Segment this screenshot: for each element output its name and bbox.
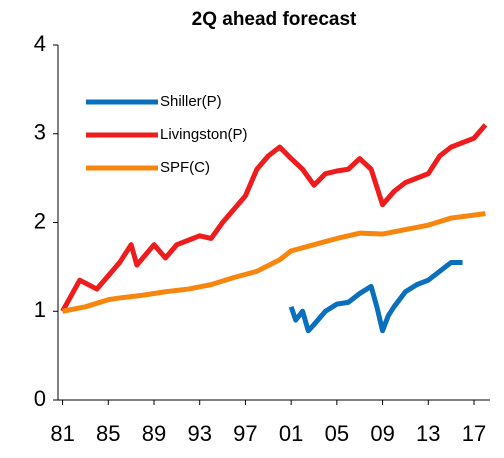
x-tick-label: 85	[96, 421, 120, 446]
y-tick-label: 2	[34, 208, 46, 233]
x-tick-label: 13	[416, 421, 440, 446]
x-tick-label: 93	[187, 421, 211, 446]
legend-label: Livingston(P)	[160, 126, 248, 143]
series-line	[62, 211, 486, 314]
legend-label: SPF(C)	[160, 159, 210, 176]
x-tick-label: 01	[279, 421, 303, 446]
y-tick-label: 3	[34, 120, 46, 145]
x-tick-label: 17	[462, 421, 486, 446]
y-tick-label: 4	[34, 31, 46, 56]
y-tick-label: 0	[34, 386, 46, 411]
x-tick-label: 97	[233, 421, 257, 446]
x-tick-label: 09	[370, 421, 394, 446]
x-tick-label: 81	[50, 421, 74, 446]
legend-label: Shiller(P)	[160, 93, 222, 110]
chart-title: 2Q ahead forecast	[192, 9, 357, 30]
x-tick-label: 89	[142, 421, 166, 446]
x-tick-label: 05	[325, 421, 349, 446]
series-line	[60, 123, 488, 313]
y-tick-label: 1	[34, 297, 46, 322]
series-line	[288, 259, 463, 334]
